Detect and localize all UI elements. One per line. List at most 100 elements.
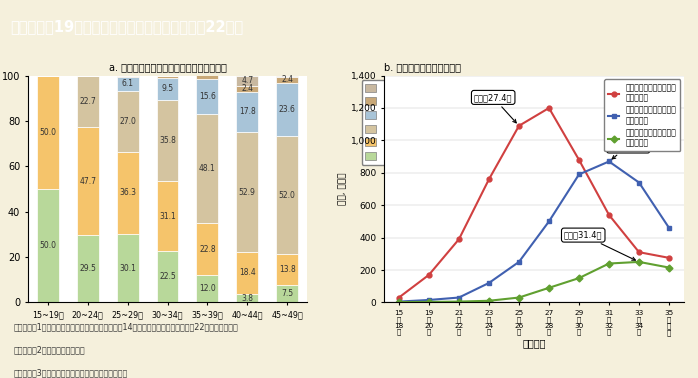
第３子出生時の妻の年齢
別出生組数 [545,285,554,290]
Bar [37,76,59,189]
第２子出生時の妻の年齢
別出生組数 [574,172,583,177]
Text: 平均：31.4歳: 平均：31.4歳 [564,231,635,260]
第３子出生時の妻の年齢
別出生組数 [424,300,433,304]
Text: 27.0: 27.0 [119,117,136,126]
Bar [156,76,179,78]
第１子出生時の妻の年齢
別出生組数 [604,213,613,217]
Line: 第３子出生時の妻の年齢
別出生組数: 第３子出生時の妻の年齢 別出生組数 [396,259,671,305]
Text: 47.7: 47.7 [80,177,96,186]
Bar [117,152,139,234]
Text: 52.0: 52.0 [279,191,296,200]
Text: 平均：27.4歳: 平均：27.4歳 [474,93,517,123]
Bar [276,77,298,83]
第２子出生時の妻の年齢
別出生組数 [455,295,463,300]
Bar [196,275,218,302]
Text: 50.0: 50.0 [39,241,57,250]
Bar [276,76,298,77]
第３子出生時の妻の年齢
別出生組数 [514,295,524,300]
Bar [196,75,218,79]
Text: 4.7: 4.7 [242,76,253,85]
第１子出生時の妻の年齢
別出生組数 [484,177,493,181]
第３子出生時の妻の年齢
別出生組数 [604,261,613,266]
Bar [117,76,139,77]
第１子出生時の妻の年齢
別出生組数 [424,273,433,277]
Bar [156,100,179,181]
Bar [196,223,218,275]
第１子出生時の妻の年齢
別出生組数 [574,158,583,162]
Text: 48.1: 48.1 [199,164,216,174]
第１子出生時の妻の年齢
別出生組数 [545,106,554,110]
Text: 31.1: 31.1 [159,212,176,221]
Bar [276,285,298,302]
Text: 35.8: 35.8 [159,136,176,145]
Bar [77,127,98,235]
Text: 2.4: 2.4 [242,84,253,93]
Bar [156,251,179,302]
Title: a. 妻の年齢階級別夫婦の持つ子どもの人数: a. 妻の年齢階級別夫婦の持つ子どもの人数 [109,62,226,72]
Text: 23.6: 23.6 [279,105,296,114]
Bar [237,76,258,86]
第２子出生時の妻の年齢
別出生組数 [604,159,613,164]
第２子出生時の妻の年齢
別出生組数 [545,219,554,224]
Text: 30.1: 30.1 [119,264,136,273]
Text: 2.4: 2.4 [281,75,293,84]
第１子出生時の妻の年齢
別出生組数 [635,250,644,254]
Text: 平均：29.6歳: 平均：29.6歳 [609,141,648,159]
Text: 12.0: 12.0 [199,284,216,293]
Line: 第１子出生時の妻の年齢
別出生組数: 第１子出生時の妻の年齢 別出生組数 [396,105,671,300]
Text: 3.8: 3.8 [242,294,253,303]
Bar [276,254,298,285]
第３子出生時の妻の年齢
別出生組数 [484,299,493,303]
Text: 7.5: 7.5 [281,290,293,298]
第３子出生時の妻の年齢
別出生組数 [574,276,583,280]
Text: 15.6: 15.6 [199,92,216,101]
Bar [237,92,258,132]
Text: （備考）　1．国立社会保障・人口問題研究所「第14回出生動向基本調査」（平成22年）より作成。: （備考） 1．国立社会保障・人口問題研究所「第14回出生動向基本調査」（平成22… [14,323,239,332]
第３子出生時の妻の年齢
別出生組数 [635,260,644,264]
Text: 18.4: 18.4 [239,268,255,277]
第２子出生時の妻の年齢
別出生組数 [424,298,433,302]
Bar [196,79,218,115]
Legend: 5人以上, 4人, 3人, 2人, 1人, 0人: 5人以上, 4人, 3人, 2人, 1人, 0人 [362,80,409,165]
Bar [276,83,298,136]
Text: 22.8: 22.8 [199,245,216,254]
Bar [117,77,139,91]
Bar [37,189,59,302]
第２子出生時の妻の年齢
別出生組数 [514,260,524,264]
第２子出生時の妻の年齢
別出生組数 [395,299,403,304]
第１子出生時の妻の年齢
別出生組数 [514,124,524,128]
Text: 9.5: 9.5 [161,84,174,93]
Bar [77,76,98,127]
Text: 29.5: 29.5 [80,265,96,273]
Line: 第２子出生時の妻の年齢
別出生組数: 第２子出生時の妻の年齢 別出生組数 [396,159,671,304]
第２子出生時の妻の年齢
別出生組数 [664,226,673,230]
Text: 52.9: 52.9 [239,187,255,197]
Text: 36.3: 36.3 [119,189,136,197]
Bar [117,91,139,152]
Text: 50.0: 50.0 [39,128,57,137]
Text: 22.5: 22.5 [159,273,176,281]
Bar [237,132,258,252]
Bar [156,181,179,251]
第１子出生時の妻の年齢
別出生組数 [664,256,673,260]
Bar [156,78,179,100]
Bar [117,234,139,302]
第１子出生時の妻の年齢
別出生組数 [455,237,463,242]
Bar [237,86,258,92]
Text: 13.8: 13.8 [279,265,295,274]
Text: 第１－特－19図　有配偶の女性と子ども（平成22年）: 第１－特－19図 有配偶の女性と子ども（平成22年） [10,20,244,34]
第３子出生時の妻の年齢
別出生組数 [664,265,673,270]
Text: b. 有配偶の女性の出産年齢: b. 有配偶の女性の出産年齢 [384,62,461,72]
Legend: 第１子出生時の妻の年齢
別出生組数, 第２子出生時の妻の年齢
別出生組数, 第３子出生時の妻の年齢
別出生組数: 第１子出生時の妻の年齢 別出生組数, 第２子出生時の妻の年齢 別出生組数, 第３… [604,79,681,151]
Bar [77,235,98,302]
第３子出生時の妻の年齢
別出生組数 [455,299,463,304]
Text: 17.8: 17.8 [239,107,255,116]
Bar [237,294,258,302]
Text: 22.7: 22.7 [80,97,96,106]
第２子出生時の妻の年齢
別出生組数 [484,281,493,285]
X-axis label: 妻の年齢: 妻の年齢 [522,339,546,349]
Bar [276,136,298,254]
Text: 6.1: 6.1 [121,79,133,88]
Bar [196,115,218,223]
Text: 3．初婚どうしの夫婦を対象としている。: 3．初婚どうしの夫婦を対象としている。 [14,369,128,378]
